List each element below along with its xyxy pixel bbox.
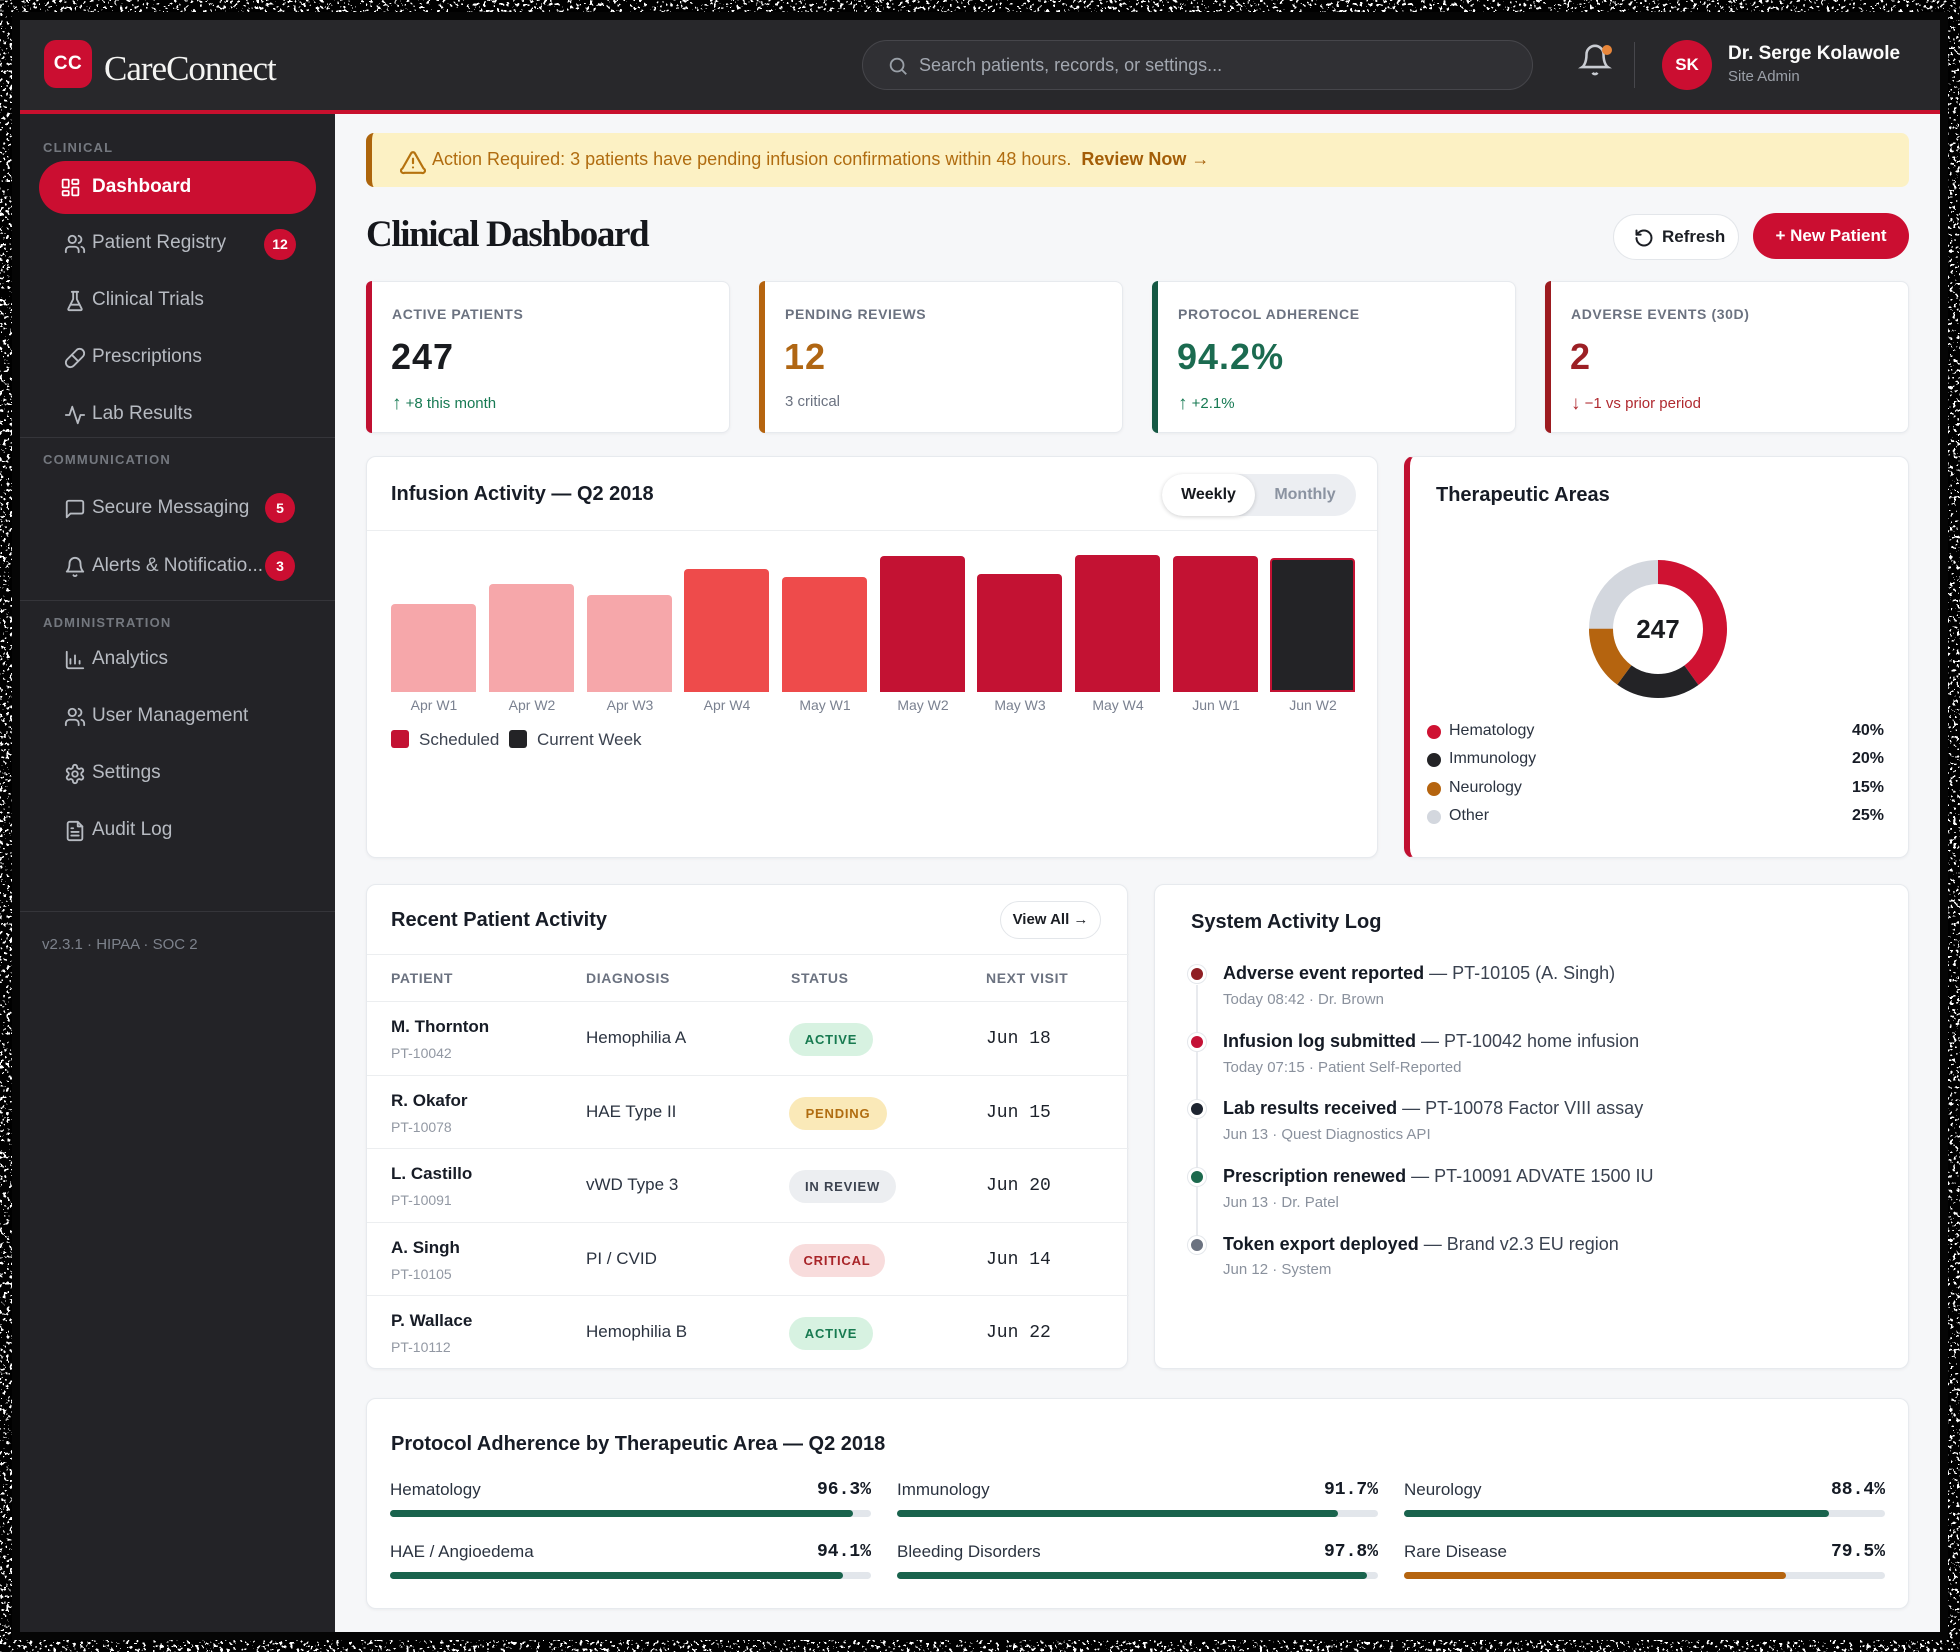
svg-text:247: 247 [1636,614,1679,644]
